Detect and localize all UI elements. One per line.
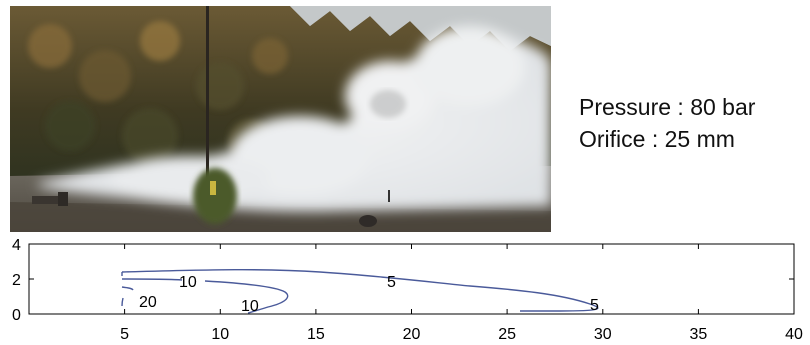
contour-label-10-upper: 10 [179, 274, 197, 291]
pressure-label: Pressure : 80 bar [579, 94, 756, 120]
y-tick-0: 0 [12, 307, 21, 324]
contour-20 [121, 286, 134, 307]
contour-label-20: 20 [139, 294, 157, 311]
x-tick-20: 20 [403, 326, 421, 343]
contour-label-5-mid: 5 [387, 274, 396, 291]
contour-label-5-end: 5 [590, 297, 599, 314]
x-tick-40: 40 [785, 326, 803, 343]
x-tick-25: 25 [498, 326, 516, 343]
release-conditions: Pressure : 80 bar Orifice : 25 mm [579, 91, 755, 155]
y-ticks [29, 243, 794, 315]
contour-lines [121, 268, 599, 314]
contour-10 [121, 278, 289, 314]
x-tick-30: 30 [594, 326, 612, 343]
concentration-contour-plot: 0 2 4 5 10 15 20 25 30 35 40 10 20 10 5 … [12, 237, 803, 343]
x-tick-5: 5 [120, 326, 129, 343]
y-tick-4: 4 [12, 237, 21, 254]
contour-label-10-lower: 10 [241, 298, 259, 315]
gas-release-photo [10, 6, 551, 232]
x-tick-15: 15 [307, 326, 325, 343]
x-tick-10: 10 [211, 326, 229, 343]
y-tick-2: 2 [12, 272, 21, 289]
contour-5 [121, 268, 599, 312]
x-ticks [28, 244, 699, 314]
x-tick-35: 35 [690, 326, 708, 343]
orifice-label: Orifice : 25 mm [579, 126, 735, 152]
